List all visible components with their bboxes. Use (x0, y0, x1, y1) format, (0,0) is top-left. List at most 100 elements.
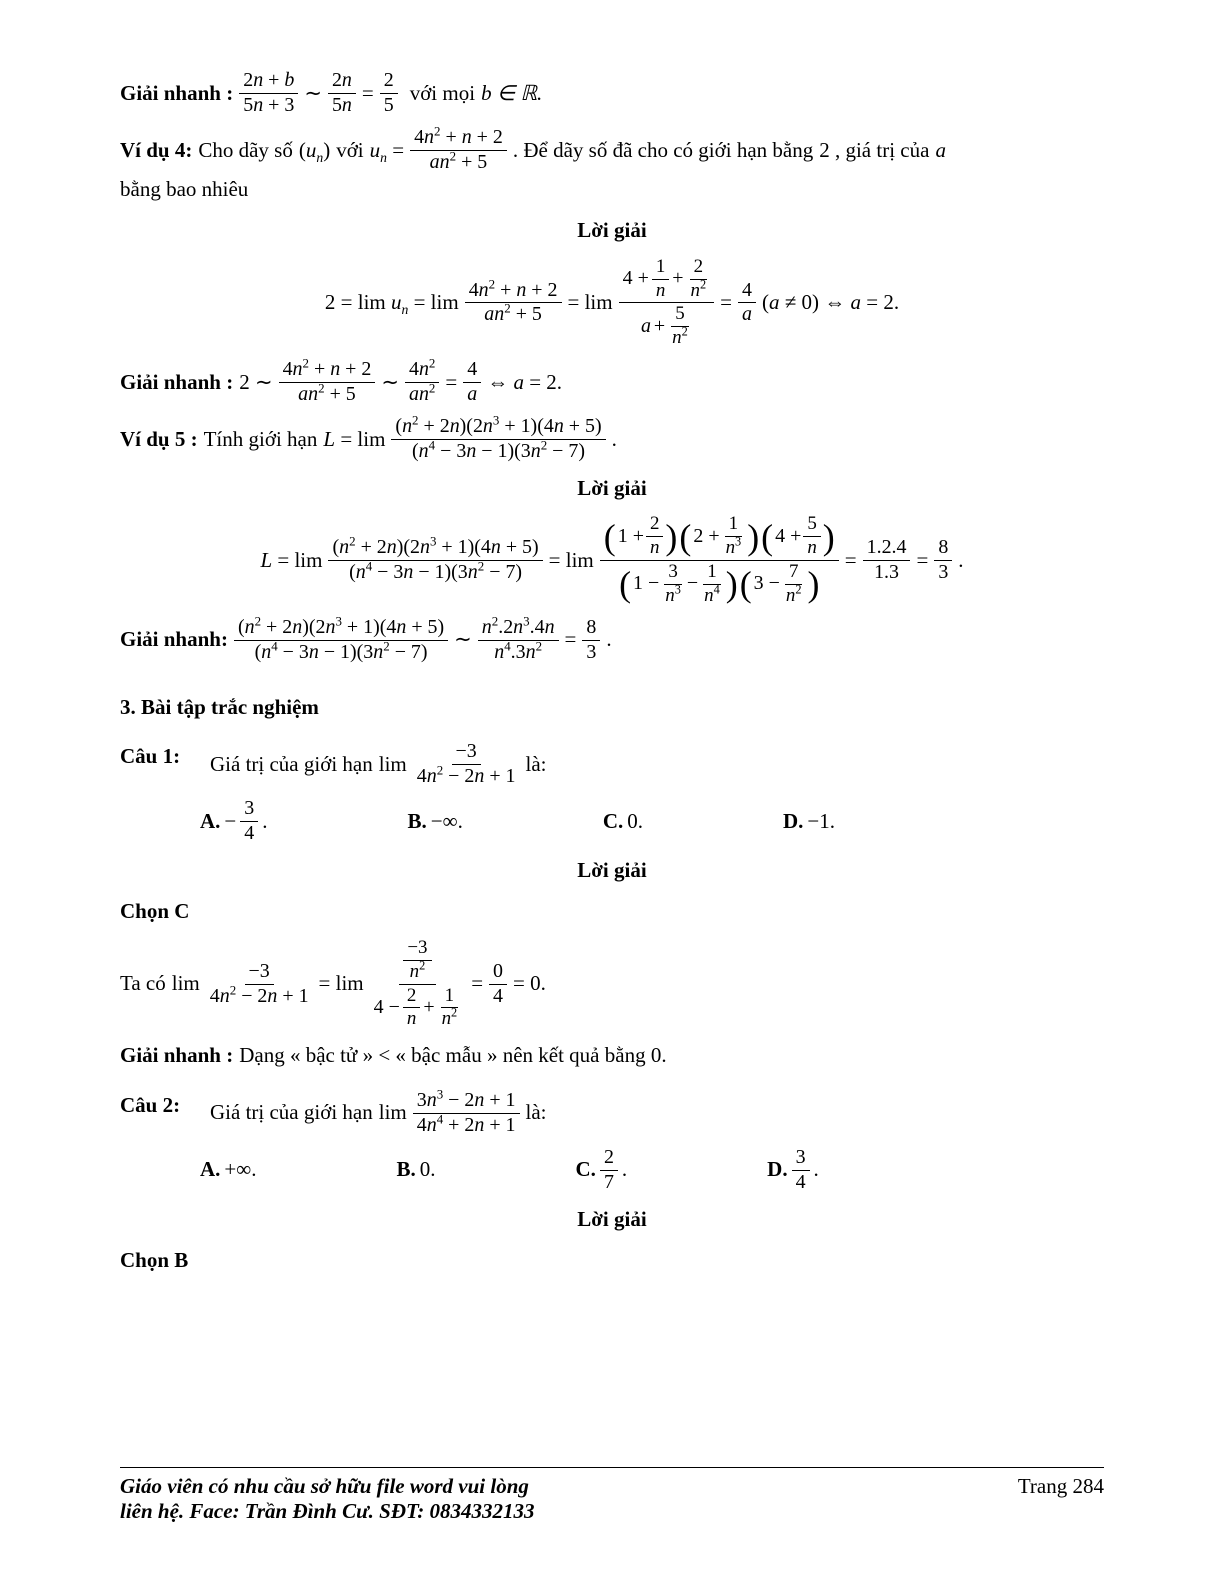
val: 0. (627, 806, 643, 838)
formula: lim (379, 1097, 407, 1129)
frac: 4n2 + n + 2an2 + 5 (279, 359, 376, 406)
eq: = 0. (513, 968, 546, 1000)
quick-label: Giải nhanh : (120, 367, 233, 399)
frac: 1.2.41.3 (863, 537, 911, 584)
text: với mọi (410, 78, 475, 110)
formula: lim (172, 968, 200, 1000)
answer-heading: Lời giải (120, 855, 1104, 887)
ex4-line1: Ví dụ 4: Cho dãy số (un) với un = 4n2 + … (120, 127, 1104, 174)
eq: = (565, 624, 577, 656)
text: là: (526, 1097, 547, 1129)
choice-d: D. 34. (767, 1147, 819, 1194)
quick-label: Giải nhanh : (120, 1040, 233, 1072)
text: Dạng « bậc tử » < « bậc mẫu » nên kết qu… (239, 1040, 666, 1072)
formula: un = (370, 135, 404, 167)
footer-line2: liên hệ. Face: Trần Đình Cư. SĐT: 083433… (120, 1499, 535, 1524)
choice-a: A. −34. (200, 798, 267, 845)
example-5: Ví dụ 5 : Tính giới hạn L = lim (n2 + 2n… (120, 416, 1104, 463)
answer-heading: Lời giải (120, 473, 1104, 505)
formula: 2 ∼ (239, 367, 272, 399)
frac: 34 (792, 1147, 810, 1194)
tilde: ∼ (304, 78, 322, 110)
frac: 04 (489, 961, 507, 1008)
chon-c: Chọn C (120, 896, 1104, 928)
chon-b: Chọn B (120, 1245, 1104, 1277)
text: Ta có (120, 968, 166, 1000)
frac: 3n3 − 2n + 14n4 + 2n + 1 (413, 1090, 520, 1137)
formula: 2 = lim un = lim (325, 287, 459, 319)
opt-label: B. (407, 806, 426, 838)
frac: n2.2n3.4nn4.3n2 (478, 617, 559, 664)
quick-solve-3: Giải nhanh: (n2 + 2n)(2n3 + 1)(4n + 5) (… (120, 617, 1104, 664)
tilde: ∼ (454, 624, 472, 656)
val: −∞. (431, 806, 463, 838)
answer-heading: Lời giải (120, 215, 1104, 247)
formula: lim (379, 749, 407, 781)
text: 2 , giá trị của (819, 135, 929, 167)
text: là: (526, 749, 547, 781)
frac: (1 + 2n) (2 + 1n3) (4 + 5n) (1 − 3n3 − 1… (600, 514, 839, 606)
frac: 25 (380, 70, 398, 117)
text: Giá trị của giới hạn (210, 749, 373, 781)
dot: . (958, 545, 963, 577)
choice-d: D. −1. (783, 806, 835, 838)
text: b ∈ ℝ. (481, 78, 542, 110)
section-3-heading: 3. Bài tập trắc nghiệm (120, 692, 1104, 724)
dot: . (606, 624, 611, 656)
frac: 83 (582, 617, 600, 664)
frac: 34 (240, 798, 258, 845)
choice-b: B. 0. (397, 1154, 436, 1186)
q1-label: Câu 1: (120, 741, 190, 788)
quick-solve-2: Giải nhanh : 2 ∼ 4n2 + n + 2an2 + 5 ∼ 4n… (120, 359, 1104, 406)
frac: (n2 + 2n)(2n3 + 1)(4n + 5) (n4 − 3n − 1)… (328, 537, 542, 584)
ex-label: Ví dụ 4: (120, 135, 192, 167)
example-4: Ví dụ 4: Cho dãy số (un) với un = 4n2 + … (120, 127, 1104, 205)
frac: 83 (934, 537, 952, 584)
eq: = (845, 545, 857, 577)
opt-label: C. (576, 1154, 596, 1186)
val: +∞. (224, 1154, 256, 1186)
q2-text: Giá trị của giới hạn lim 3n3 − 2n + 14n4… (210, 1090, 1104, 1137)
opt-label: D. (783, 806, 803, 838)
opt-label: D. (767, 1154, 787, 1186)
footer-line1: Giáo viên có nhu cầu sở hữu file word vu… (120, 1474, 535, 1499)
frac: −34n2 − 2n + 1 (206, 961, 313, 1008)
q1-choices: A. −34. B. −∞. C. 0. D. −1. (200, 798, 1104, 845)
quick-solve-1: Giải nhanh : 2n + b5n + 3 ∼ 2n5n = 25 vớ… (120, 70, 1104, 117)
ex5-solution: L = lim (n2 + 2n)(2n3 + 1)(4n + 5) (n4 −… (120, 514, 1104, 606)
page-body: Giải nhanh : 2n + b5n + 3 ∼ 2n5n = 25 vớ… (0, 0, 1224, 1277)
formula: L = lim (323, 424, 385, 456)
eq: = (471, 968, 483, 1000)
ex4-line2: bằng bao nhiêu (120, 174, 1104, 206)
opt-label: C. (603, 806, 623, 838)
quick-label: Giải nhanh : (120, 78, 233, 110)
text: Tính giới hạn (204, 424, 318, 456)
frac: 4n2 + n + 2an2 + 5 (465, 280, 562, 327)
choice-c: C. 27. (576, 1147, 628, 1194)
ex-label: Ví dụ 5 : (120, 424, 198, 456)
text: a (935, 135, 946, 167)
frac: (n2 + 2n)(2n3 + 1)(4n + 5) (n4 − 3n − 1)… (391, 416, 605, 463)
text: . Để dãy số đã cho có giới hạn bằng (513, 135, 813, 167)
eq: = (362, 78, 374, 110)
frac: 4a (463, 359, 481, 406)
frac: 4n2 + n + 2an2 + 5 (410, 127, 507, 174)
eq: = (445, 367, 457, 399)
frac: 4a (738, 280, 756, 327)
frac: −3n2 4 − 2n + 1n2 (370, 938, 466, 1030)
formula: L = lim (260, 545, 322, 577)
eq: = (720, 287, 732, 319)
page-footer: Giáo viên có nhu cầu sở hữu file word vu… (120, 1467, 1104, 1524)
val: 0. (420, 1154, 436, 1186)
frac: 2n + b5n + 3 (239, 70, 298, 117)
val: − (224, 806, 236, 838)
frac: 4 + 1n + 2n2 a + 5n2 (619, 257, 715, 349)
text: Giá trị của giới hạn (210, 1097, 373, 1129)
frac: 4n2an2 (405, 359, 439, 406)
text: với (336, 135, 363, 167)
dot: . (612, 424, 617, 456)
tilde: ∼ (381, 367, 399, 399)
q2-choices: A. +∞. B. 0. C. 27. D. 34. (200, 1147, 1104, 1194)
frac: −34n2 − 2n + 1 (413, 741, 520, 788)
opt-label: A. (200, 1154, 220, 1186)
